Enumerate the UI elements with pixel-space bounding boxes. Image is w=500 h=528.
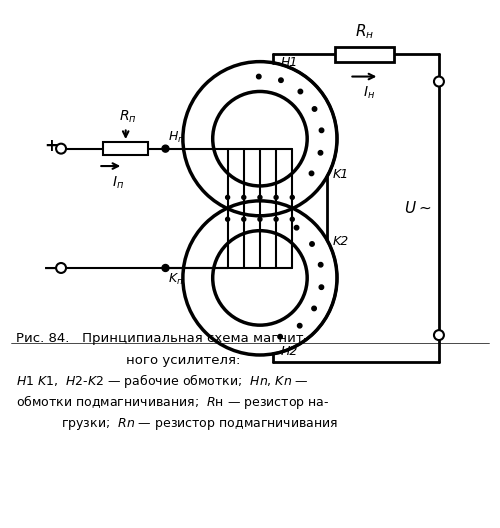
Bar: [104, 143, 148, 155]
Circle shape: [56, 263, 66, 273]
Circle shape: [294, 225, 299, 230]
Text: $I_п$: $I_п$: [112, 174, 124, 191]
Text: $H_п$: $H_п$: [168, 129, 184, 145]
Circle shape: [319, 285, 324, 289]
Text: −: −: [43, 259, 60, 278]
Circle shape: [310, 171, 314, 176]
Circle shape: [278, 78, 283, 82]
Circle shape: [215, 233, 304, 323]
Text: K2: K2: [332, 235, 349, 248]
Circle shape: [434, 330, 444, 340]
Circle shape: [256, 74, 261, 79]
Text: K1: K1: [332, 168, 349, 181]
Circle shape: [226, 217, 230, 221]
Text: Рис. 84.   Принципиальная схема магнит-: Рис. 84. Принципиальная схема магнит-: [16, 332, 308, 345]
Text: ного усилителя:: ного усилителя:: [126, 354, 240, 367]
Circle shape: [312, 107, 317, 111]
Circle shape: [290, 217, 294, 221]
Circle shape: [310, 242, 314, 246]
Circle shape: [320, 128, 324, 133]
Circle shape: [318, 262, 323, 267]
Circle shape: [215, 94, 304, 183]
Text: +: +: [44, 137, 58, 155]
Circle shape: [258, 217, 262, 221]
Circle shape: [312, 306, 316, 310]
Circle shape: [290, 195, 294, 200]
Text: грузки;  $Rn$ — резистор подмагничивания: грузки; $Rn$ — резистор подмагничивания: [61, 416, 338, 431]
Text: $K_п$: $K_п$: [168, 272, 184, 287]
Circle shape: [258, 195, 262, 200]
Circle shape: [274, 217, 278, 221]
Text: $I_н$: $I_н$: [364, 85, 376, 101]
Circle shape: [434, 77, 444, 87]
Text: H1: H1: [281, 56, 298, 69]
Bar: [334, 46, 394, 62]
Circle shape: [162, 145, 169, 152]
Circle shape: [56, 144, 66, 154]
Text: обмотки подмагничивания;  $R$н — резистор на-: обмотки подмагничивания; $R$н — резистор…: [16, 393, 330, 411]
Circle shape: [298, 89, 302, 94]
Text: H2: H2: [281, 345, 298, 358]
Circle shape: [226, 195, 230, 200]
Circle shape: [242, 195, 246, 200]
Text: $R_п$: $R_п$: [120, 109, 137, 125]
Text: $R_н$: $R_н$: [355, 22, 374, 41]
Circle shape: [278, 334, 282, 339]
Circle shape: [318, 150, 322, 155]
Text: $H1\ K1$,  $H2$-$K2$ — рабочие обмотки;  $Hn$, $Kn$ —: $H1\ K1$, $H2$-$K2$ — рабочие обмотки; $…: [16, 372, 309, 390]
Text: $U\sim$: $U\sim$: [404, 200, 431, 216]
Circle shape: [274, 195, 278, 200]
Circle shape: [242, 217, 246, 221]
Circle shape: [162, 265, 169, 271]
Circle shape: [298, 324, 302, 328]
